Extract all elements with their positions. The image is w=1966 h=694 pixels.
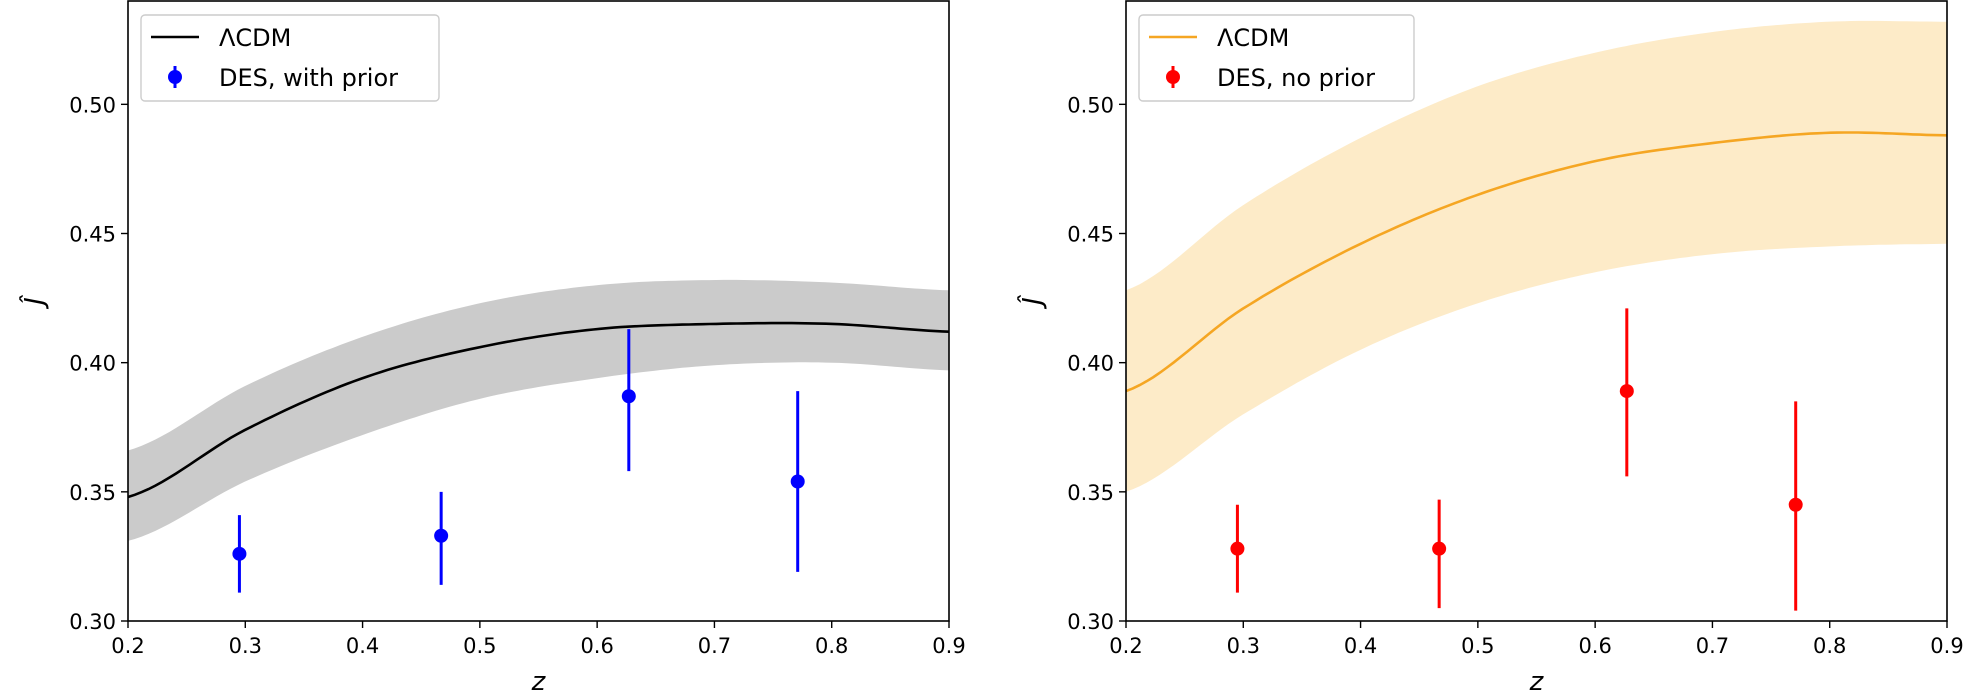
x-tick-label: 0.8 bbox=[1813, 634, 1846, 658]
x-tick-label: 0.6 bbox=[580, 634, 613, 658]
x-tick-label: 0.7 bbox=[1696, 634, 1729, 658]
data-point bbox=[232, 546, 247, 561]
x-tick-label: 0.3 bbox=[1227, 634, 1260, 658]
x-tick-label: 0.5 bbox=[1461, 634, 1494, 658]
legend-box bbox=[1138, 14, 1415, 102]
data-point bbox=[1619, 384, 1634, 399]
plot-area bbox=[128, 279, 949, 593]
data-point bbox=[1230, 541, 1245, 556]
data-point bbox=[434, 528, 449, 543]
legend-marker-swatch bbox=[168, 70, 182, 84]
x-tick-label: 0.2 bbox=[1109, 634, 1142, 658]
y-tick-label: 0.35 bbox=[69, 481, 116, 505]
legend-entry-label: ΛCDM bbox=[1217, 24, 1289, 52]
legend-marker-swatch bbox=[1166, 70, 1180, 84]
axes-frame bbox=[127, 0, 950, 622]
x-tick-label: 0.8 bbox=[815, 634, 848, 658]
y-tick-label: 0.35 bbox=[1067, 481, 1114, 505]
x-tick-label: 0.9 bbox=[932, 634, 965, 658]
legend-box bbox=[140, 14, 440, 102]
x-tick-label: 0.7 bbox=[698, 634, 731, 658]
y-tick-label: 0.40 bbox=[1067, 352, 1114, 376]
x-tick-label: 0.4 bbox=[1344, 634, 1377, 658]
lcdm-band bbox=[128, 279, 949, 541]
x-tick-label: 0.4 bbox=[346, 634, 379, 658]
y-tick-label: 0.50 bbox=[69, 93, 116, 117]
right-panel: 0.2 0.3 0.4 0.5 0.6 0.7 0.8 0.9 0.30 0.35 0.40 0.45… bbox=[1017, 0, 1964, 694]
x-tick-label: 0.2 bbox=[111, 634, 144, 658]
data-point bbox=[790, 474, 805, 489]
y-tick-label: 0.40 bbox=[69, 352, 116, 376]
legend: ΛCDM DES, with prior bbox=[140, 14, 440, 102]
x-tick-label: 0.3 bbox=[229, 634, 262, 658]
x-tick-label: 0.6 bbox=[1578, 634, 1611, 658]
y-tick-label: 0.45 bbox=[1067, 223, 1114, 247]
axes-frame bbox=[1125, 0, 1948, 622]
left-panel: 0.2 0.3 0.4 0.5 0.6 0.7 0.8 0.9 0.30 0.35 0.40 0.45… bbox=[19, 0, 966, 694]
lcdm-line bbox=[1126, 131, 1947, 393]
x-axis-label: z bbox=[1529, 667, 1545, 694]
plot-area bbox=[1126, 20, 1947, 611]
legend: ΛCDM DES, no prior bbox=[1138, 14, 1415, 102]
data-point bbox=[1432, 541, 1447, 556]
y-tick-label: 0.30 bbox=[1067, 610, 1114, 634]
x-axis-label: z bbox=[531, 667, 547, 694]
legend-entry-label: DES, no prior bbox=[1217, 64, 1375, 92]
lcdm-line bbox=[128, 321, 949, 499]
y-tick-label: 0.30 bbox=[69, 610, 116, 634]
x-tick-label: 0.5 bbox=[463, 634, 496, 658]
data-point bbox=[1788, 497, 1803, 512]
data-point bbox=[621, 389, 636, 404]
y-tick-label: 0.50 bbox=[1067, 93, 1114, 117]
legend-entry-label: DES, with prior bbox=[219, 64, 398, 92]
x-tick-label: 0.9 bbox=[1930, 634, 1963, 658]
legend-entry-label: ΛCDM bbox=[219, 24, 291, 52]
y-tick-label: 0.45 bbox=[69, 223, 116, 247]
